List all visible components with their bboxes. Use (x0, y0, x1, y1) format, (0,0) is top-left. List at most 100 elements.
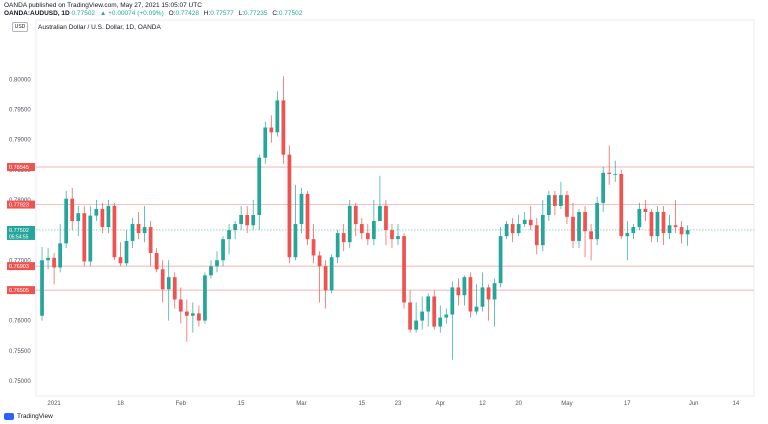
candle-up (667, 225, 672, 234)
candle-down (353, 205, 358, 225)
brand-label: TradingView (17, 413, 53, 420)
level-badge-label: 0.78545 (9, 165, 29, 171)
publish-info: OANDA published on TradingView.com, May … (4, 2, 202, 9)
candle-up (559, 195, 563, 206)
candle-down (154, 253, 159, 270)
x-tick-label: Apr (436, 401, 445, 407)
x-tick-label: 18 (117, 401, 124, 407)
candle-up (124, 240, 129, 264)
candle-up (426, 296, 431, 312)
candle-down (287, 154, 292, 258)
candle-down (486, 287, 491, 300)
candle-up (480, 287, 485, 307)
last-price: 0.77502 (71, 10, 96, 17)
candle-up (492, 283, 497, 300)
candle-up (293, 224, 298, 258)
candle-down (305, 193, 310, 240)
candle-up (329, 257, 334, 291)
candle-up (46, 257, 50, 261)
x-tick-label: 14 (733, 401, 740, 407)
candle-up (414, 320, 418, 330)
x-tick-label: Jun (689, 401, 699, 407)
candle-up (251, 215, 256, 226)
candle-down (311, 239, 316, 256)
candle-up (462, 277, 467, 296)
candle-down (553, 195, 557, 206)
candle-down (589, 231, 593, 240)
x-tick-label: 15 (238, 401, 245, 407)
candle-up (625, 233, 630, 237)
countdown-label: 05:54:55 (9, 234, 29, 240)
candle-down (583, 211, 587, 232)
level-badge (7, 262, 35, 271)
candle-up (631, 227, 636, 234)
x-tick-label: Mar (296, 401, 306, 407)
candle-down (390, 230, 394, 240)
currency-button[interactable]: USD (12, 22, 28, 32)
candle-down (317, 255, 322, 267)
current-price-label: 0.77502 (9, 228, 29, 234)
close-label: C: (272, 10, 279, 17)
current-price-badge (7, 225, 35, 240)
symbol-ohlc-line: OANDA:AUDUSD, 1D 0.77502 ▲ +0.00074 (+0.… (4, 10, 302, 17)
candle-down (245, 215, 250, 226)
x-tick-label: 23 (395, 401, 402, 407)
plot-frame (35, 19, 755, 397)
candle-down (112, 205, 117, 258)
candle-down (281, 100, 286, 155)
candle-down (384, 205, 388, 231)
candle-down (100, 208, 105, 228)
candle-up (239, 215, 244, 225)
level-badge-label: 0.77923 (9, 203, 29, 209)
candle-up (209, 266, 213, 276)
candle-up (227, 230, 231, 240)
candle-up (347, 205, 352, 243)
candle-down (510, 224, 515, 234)
candle-down (118, 257, 123, 264)
candle-down (402, 236, 406, 303)
candle-up (40, 260, 44, 316)
candle-up (444, 314, 449, 318)
candle-up (335, 233, 340, 258)
candle-up (577, 211, 581, 241)
candle-down (82, 213, 87, 262)
candle-down (160, 269, 165, 290)
candle-up (378, 205, 382, 222)
candle-down (136, 224, 141, 234)
low-value: 0.77235 (244, 10, 268, 17)
candle-down (432, 296, 437, 327)
y-tick-label: 0.76000 (9, 319, 31, 325)
candle-up (257, 157, 262, 215)
candle-up (504, 224, 509, 237)
candle-down (456, 287, 461, 296)
candle-down (619, 173, 624, 237)
x-tick-label: May (561, 401, 572, 407)
candle-up (498, 236, 503, 284)
tradingview-brand[interactable]: TradingView (4, 413, 53, 420)
candle-up (58, 243, 63, 268)
candle-down (643, 208, 648, 212)
candle-down (565, 195, 569, 217)
candle-down (679, 227, 684, 235)
candle-up (64, 198, 69, 244)
high-label: H: (203, 10, 211, 17)
candle-up (474, 306, 479, 312)
candle-up (637, 208, 642, 228)
candle-down (52, 257, 56, 268)
candle-down (341, 233, 346, 243)
candle-down (359, 224, 364, 234)
x-tick-label: 20 (515, 401, 522, 407)
open-value: 0.77428 (175, 10, 199, 17)
candle-up (450, 287, 455, 315)
x-tick-label: 15 (358, 401, 365, 407)
candle-down (649, 211, 654, 237)
x-tick-label: 2021 (47, 401, 61, 407)
high-value: 0.77577 (210, 10, 234, 17)
candle-up (142, 227, 147, 234)
candle-up (540, 215, 545, 246)
level-badge-label: 0.76505 (9, 288, 29, 294)
candle-up (233, 224, 237, 231)
candle-down (528, 219, 533, 226)
candle-down (607, 172, 612, 174)
